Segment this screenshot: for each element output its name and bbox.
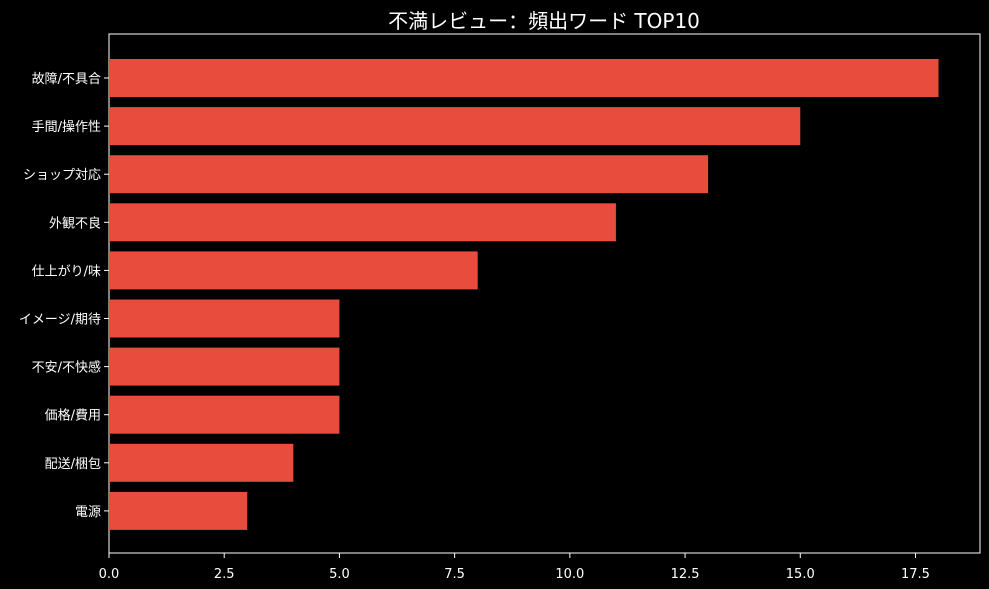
bar-10 xyxy=(109,491,248,530)
category-labels-group: 故障/不具合手間/操作性ショップ対応外観不良仕上がり/味イメージ/期待不安/不快… xyxy=(19,72,109,520)
x-tick-label: 15.0 xyxy=(786,567,815,582)
plot-area-frame xyxy=(108,33,981,554)
category-label: 配送/梱包 xyxy=(45,457,101,472)
category-label: 価格/費用 xyxy=(45,408,101,424)
bar-1 xyxy=(109,59,939,97)
x-tick-label: 7.5 xyxy=(444,567,465,582)
category-label: ショップ対応 xyxy=(23,168,101,183)
x-tick-label: 0.0 xyxy=(99,567,120,582)
x-tick-label: 2.5 xyxy=(214,567,235,582)
category-label: イメージ/期待 xyxy=(19,313,101,328)
bar-9 xyxy=(109,443,294,482)
x-tick-label: 10.0 xyxy=(555,567,584,582)
x-axis-ticks-group: 0.0 2.5 5.0 7.5 10.0 12.5 15.0 17.5 xyxy=(99,553,930,582)
bar-7 xyxy=(109,347,340,386)
category-label: 手間/操作性 xyxy=(32,119,101,135)
bar-6 xyxy=(109,299,340,338)
x-tick-label: 17.5 xyxy=(901,567,930,582)
category-label: 不安/不快感 xyxy=(32,360,101,376)
bar-4 xyxy=(109,203,616,242)
bar-5 xyxy=(109,251,478,290)
bar-2 xyxy=(109,107,801,146)
bar-3 xyxy=(109,155,709,194)
category-label: 故障/不具合 xyxy=(32,72,101,87)
bar-8 xyxy=(109,395,340,434)
x-tick-label: 5.0 xyxy=(329,567,350,582)
category-label: 電源 xyxy=(75,505,101,520)
x-tick-label: 12.5 xyxy=(671,567,700,582)
chart-title: 不満レビュー：頻出ワード TOP10 xyxy=(388,9,700,33)
category-label: 外観不良 xyxy=(49,215,101,231)
bars-group xyxy=(109,59,939,530)
category-label: 仕上がり/味 xyxy=(32,264,101,279)
